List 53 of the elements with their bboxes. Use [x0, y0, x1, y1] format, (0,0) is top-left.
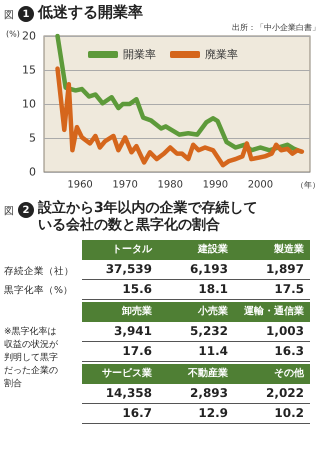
text: 設立から3年以内の企業で存続している会社の数と黒字化の割合	[38, 200, 259, 234]
category-label: 黒字化率（%）	[4, 285, 74, 296]
text: 図	[4, 205, 14, 218]
line-series	[55, 66, 304, 168]
y-tick-label: 0	[29, 166, 36, 178]
y-tick-label: 20	[22, 30, 36, 42]
legend-label: 廃業率	[205, 48, 238, 61]
x-tick-label: 1990	[202, 180, 228, 190]
chart-title: 低迷する開業率	[38, 3, 143, 21]
line-series	[55, 34, 304, 154]
text: 16.3	[274, 344, 304, 358]
legend-label: 開業率	[123, 48, 156, 61]
text: 14,358	[106, 386, 152, 400]
text: 15.6	[122, 282, 152, 296]
category-label: 卸売業	[121, 304, 153, 319]
category-label: サービス業	[101, 366, 153, 381]
category-label: 小売業	[196, 304, 229, 319]
x-tick-label: 1980	[158, 180, 183, 190]
text: 出所：「中小企業白書」	[232, 22, 320, 33]
text: 1,897	[266, 262, 304, 276]
text: ※黒字化率は収益の状況が判明して黒字だった企業の割合	[4, 326, 59, 391]
x-axis-title: （年）	[296, 180, 320, 190]
text: 11.4	[198, 344, 228, 358]
x-tick-label: 2000	[248, 180, 274, 190]
text: 18.1	[198, 282, 228, 296]
category-label: 建設業	[196, 242, 229, 257]
category-label: 運輸・通信業	[243, 304, 305, 319]
y-tick-label: 10	[22, 98, 36, 110]
text: 2,022	[266, 386, 304, 400]
text: 10.2	[274, 406, 304, 420]
x-tick-label: 1970	[112, 180, 138, 190]
text: 2,893	[190, 386, 228, 400]
y-axis-title: (%)	[6, 30, 20, 38]
text: 3,941	[114, 324, 152, 338]
text: 12.9	[198, 406, 228, 420]
badge-circle: 1	[18, 6, 34, 22]
text: 17.6	[122, 344, 152, 358]
y-tick-label: 15	[22, 64, 36, 76]
y-tick-label: 5	[29, 132, 36, 144]
text: 16.7	[122, 406, 152, 420]
category-label: 製造業	[273, 242, 305, 257]
text: 17.5	[274, 282, 304, 296]
category-label: その他	[273, 366, 305, 381]
text: 1,003	[266, 324, 304, 338]
x-tick-label: 1960	[67, 180, 93, 190]
category-label: 不動産業	[186, 366, 229, 381]
category-label: 存続企業（社）	[4, 266, 74, 277]
badge-circle: 2	[18, 202, 34, 218]
text: 37,539	[106, 262, 152, 276]
text: 6,193	[190, 262, 228, 276]
text: 5,232	[190, 324, 228, 338]
category-label: トータル	[111, 243, 154, 257]
text: 図	[4, 9, 14, 22]
